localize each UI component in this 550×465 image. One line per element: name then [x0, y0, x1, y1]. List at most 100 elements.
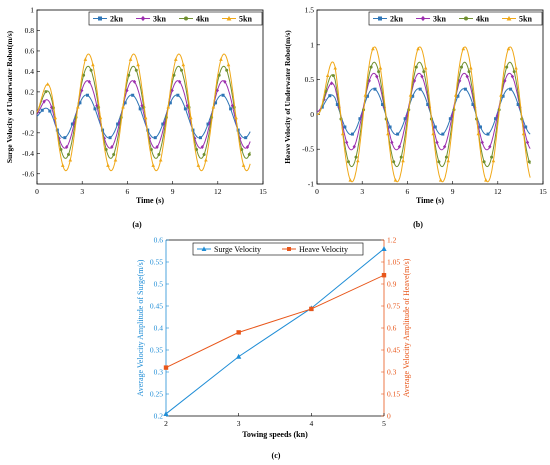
a-point-3kn [72, 121, 76, 126]
a-legend-label: 3kn [153, 15, 166, 24]
b-legend-label: 5kn [519, 15, 532, 24]
a-point-3kn [117, 121, 122, 126]
b-point-5kn [401, 158, 405, 163]
b-y-tick-label: 0 [310, 110, 314, 119]
a-series-line-5kn [36, 53, 251, 172]
c-left-tick-label: 0.45 [150, 302, 163, 311]
c-x-tick-label: 4 [309, 419, 313, 428]
b-series-line-3kn [316, 72, 531, 151]
panel-c-right-y-label: Average Velocity Amplitude of Heave(m/s) [402, 258, 411, 397]
a-point-5kn [76, 105, 80, 109]
b-point-3kn [510, 74, 515, 79]
a-legend-label: 2kn [110, 15, 123, 24]
panel-b-legend: 2kn 3kn 4kn 5kn [368, 11, 543, 26]
b-point-4kn [527, 160, 531, 164]
a-point-2kn [123, 101, 127, 105]
panel-c-x-label: Towing speeds (kn) [242, 430, 308, 439]
a-point-5kn [173, 57, 178, 61]
a-point-4kn [195, 148, 199, 152]
b-point-4kn [377, 70, 381, 74]
a-point-2kn [48, 109, 52, 113]
c-left-tick-label: 0.5 [154, 280, 164, 289]
b-legend-box [368, 11, 543, 26]
a-point-2kn [138, 107, 142, 111]
b-y-tick-label: 1 [310, 40, 314, 49]
a-point-4kn [59, 148, 63, 152]
a-x-tick-label: 9 [171, 187, 175, 196]
b-point-3kn [375, 74, 379, 79]
panel-b-y-label: Heave Velocity of Underwater Robot(m/s) [283, 30, 292, 164]
b-point-2kn [381, 103, 385, 107]
panel-b-series [316, 46, 531, 183]
a-point-4kn [225, 68, 229, 72]
b-point-5kn [423, 66, 428, 70]
b-point-4kn [331, 74, 335, 78]
b-point-2kn [463, 87, 467, 91]
a-point-3kn [110, 145, 114, 149]
panel-a-x-axis: 0 3 6 9 12 15 [35, 181, 267, 196]
a-point-2kn [153, 136, 157, 140]
a-point-4kn [217, 73, 221, 77]
b-point-3kn [525, 140, 530, 145]
panel-b-x-label: Time (s) [416, 196, 444, 205]
b-point-5kn [356, 158, 360, 163]
a-point-3kn [238, 136, 242, 141]
a-y-tick-label: -0.6 [22, 169, 34, 178]
c-right-tick-label: 1.05 [387, 258, 400, 267]
b-point-5kn [325, 73, 330, 78]
panel-a-y-axis: -0.6 -0.4 -0.2 0 0.2 0.4 0.6 0.8 1 [22, 6, 40, 178]
a-point-2kn [78, 101, 82, 105]
b-x-tick-label: 6 [406, 187, 410, 196]
b-x-tick-label: 15 [539, 187, 547, 196]
b-point-5kn [438, 178, 443, 182]
b-point-3kn [488, 144, 492, 149]
a-point-2kn [108, 136, 112, 140]
b-point-5kn [393, 178, 398, 182]
b-point-5kn [386, 131, 390, 136]
b-point-5kn [453, 93, 458, 97]
b-point-2kn [320, 105, 324, 109]
b-point-2kn [509, 87, 513, 91]
b-legend-label: 3kn [433, 15, 446, 24]
b-point-2kn [478, 125, 482, 129]
a-point-5kn [53, 115, 58, 120]
a-x-tick-label: 0 [35, 187, 39, 196]
b-y-tick-label: -1 [308, 180, 314, 189]
b-point-5kn [363, 93, 368, 97]
c-legend-label: Surge Velocity [214, 245, 261, 254]
a-y-tick-label: 0 [30, 108, 34, 117]
a-legend-marker [98, 16, 102, 21]
b-point-5kn [408, 93, 413, 97]
b-point-2kn [358, 117, 362, 121]
b-point-2kn [328, 94, 332, 98]
b-point-3kn [397, 144, 402, 149]
a-point-2kn [176, 93, 180, 97]
a-y-tick-label: 0.2 [25, 87, 35, 96]
b-point-5kn [333, 66, 338, 70]
a-y-tick-label: -0.4 [22, 149, 34, 158]
a-point-5kn [181, 62, 186, 67]
b-point-5kn [499, 93, 503, 97]
b-point-4kn [512, 70, 516, 74]
panel-c-legend: Surge Velocity Heave Velocity [192, 242, 364, 256]
a-point-3kn [178, 79, 182, 84]
a-y-tick-label: 0.6 [25, 46, 35, 55]
b-y-tick-label: 1.5 [305, 6, 315, 15]
a-legend-marker [226, 15, 232, 21]
b-point-5kn [521, 131, 526, 136]
b-x-tick-label: 12 [494, 187, 502, 196]
panel-b: -1 -0.5 0 0.5 1 1.5 0 3 6 9 12 15 Time (s) Heave V… [283, 6, 547, 230]
b-x-tick-label: 9 [451, 187, 455, 196]
a-point-4kn [179, 68, 183, 72]
c-right-tick-label: 0.3 [387, 368, 397, 377]
c-left-tick-label: 0.55 [150, 258, 163, 267]
b-point-4kn [437, 160, 441, 164]
a-y-tick-label: 0.8 [25, 26, 35, 35]
a-point-5kn [113, 158, 118, 162]
panel-b-x-axis: 0 3 6 9 12 15 [315, 181, 547, 196]
a-point-4kn [149, 148, 153, 152]
c-point-right [163, 365, 169, 370]
a-y-tick-label: -0.2 [22, 128, 34, 137]
b-x-tick-label: 3 [360, 187, 364, 196]
c-series-line-left [165, 248, 385, 415]
